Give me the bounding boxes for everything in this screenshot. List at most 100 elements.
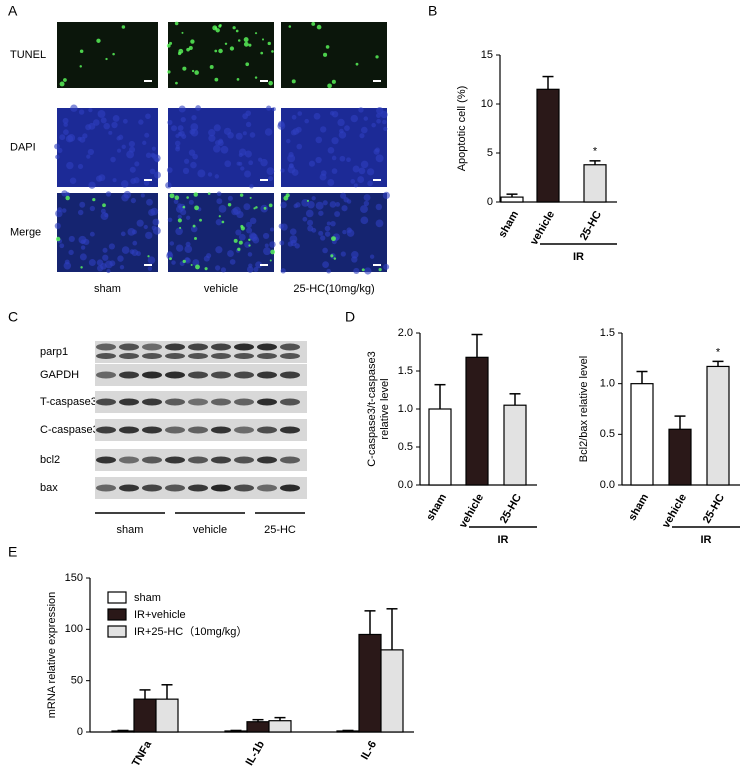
column-label: vehicle (204, 283, 238, 295)
nucleus (132, 240, 138, 246)
nucleus (280, 268, 286, 274)
tunel-dot (267, 41, 271, 46)
tunel-dot (233, 238, 238, 243)
blot-band (96, 371, 116, 379)
nucleus (320, 170, 327, 176)
nucleus (304, 118, 310, 124)
nucleus (55, 209, 63, 218)
nucleus (376, 106, 384, 115)
blot-band (211, 343, 231, 351)
nucleus (54, 222, 61, 230)
tunel-dot (248, 43, 252, 47)
nucleus (350, 114, 358, 123)
nucleus (166, 167, 173, 173)
nucleus (330, 220, 336, 227)
nucleus (142, 140, 147, 146)
tunel-dot (92, 198, 96, 202)
nucleus (366, 168, 375, 176)
y-tick-label: 1.0 (600, 378, 615, 390)
y-tick-label: 0 (487, 196, 493, 208)
nucleus (129, 166, 136, 173)
nucleus (80, 245, 86, 250)
nucleus (148, 208, 156, 217)
tunel-dot (214, 49, 218, 53)
tunel-dot (55, 236, 61, 242)
column-label: sham (94, 283, 121, 295)
tunel-dot (79, 49, 84, 54)
nucleus (119, 265, 125, 270)
nucleus (324, 231, 331, 237)
nucleus (145, 152, 152, 159)
nucleus (112, 178, 117, 183)
blot-band (119, 456, 139, 464)
nucleus (297, 111, 303, 116)
blot-label: bax (40, 482, 58, 494)
nucleus (302, 216, 308, 222)
tunel-dot (214, 77, 219, 82)
nucleus (175, 244, 184, 252)
nucleus (79, 253, 87, 261)
nucleus (296, 143, 303, 150)
tunel-dot (193, 192, 199, 197)
nucleus (287, 154, 296, 163)
nucleus (269, 241, 276, 248)
blot-band (142, 398, 162, 406)
blot-label: parp1 (40, 346, 68, 358)
nucleus (77, 209, 84, 216)
panel-letter: B (428, 3, 437, 19)
tunel-dot (63, 78, 67, 82)
nucleus (78, 109, 85, 115)
bar (583, 164, 607, 203)
nucleus (116, 148, 122, 153)
blot-band (280, 426, 300, 434)
nucleus (277, 122, 286, 130)
blot-label: GAPDH (40, 369, 79, 381)
tunel-dot (261, 38, 265, 41)
nucleus (112, 114, 120, 122)
nucleus (171, 260, 176, 265)
nucleus (130, 178, 137, 184)
tunel-dot (168, 257, 172, 261)
nucleus (248, 263, 253, 268)
nucleus (130, 197, 137, 204)
nucleus (174, 140, 181, 147)
blot-band (234, 371, 254, 379)
blot-band (188, 353, 208, 359)
nucleus (144, 132, 150, 138)
nucleus (376, 118, 381, 124)
blot-band (96, 343, 116, 351)
significance-mark: * (716, 346, 721, 358)
tunel-dot (237, 247, 241, 251)
nucleus (57, 147, 63, 153)
tunel-dot (325, 45, 330, 49)
blot-band (211, 353, 231, 359)
tunel-dot (239, 193, 244, 197)
nucleus (216, 191, 222, 197)
nucleus (59, 134, 66, 141)
tunel-dot (199, 218, 202, 222)
y-tick-label: 1.0 (398, 403, 413, 415)
blot-band (234, 398, 254, 406)
nucleus (340, 192, 347, 199)
blot-band (257, 398, 277, 406)
tunel-dot (102, 203, 106, 208)
panel-letter: A (8, 3, 18, 19)
blot-label: bcl2 (40, 454, 60, 466)
nucleus (243, 203, 251, 211)
legend-label: IR+25-HC（10mg/kg） (134, 625, 247, 638)
panel-letter: C (8, 309, 18, 325)
nucleus (213, 124, 221, 132)
nucleus (235, 132, 243, 140)
tunel-dot (194, 236, 197, 240)
nucleus (346, 227, 352, 233)
blot-band (234, 353, 254, 359)
blot-band (188, 371, 208, 379)
blot-band (96, 484, 116, 492)
micrograph (57, 193, 158, 272)
nucleus (177, 125, 184, 131)
y-tick-label: 0 (77, 726, 83, 738)
nucleus (69, 177, 77, 184)
nucleus (173, 199, 179, 205)
tunel-dot (260, 51, 264, 55)
